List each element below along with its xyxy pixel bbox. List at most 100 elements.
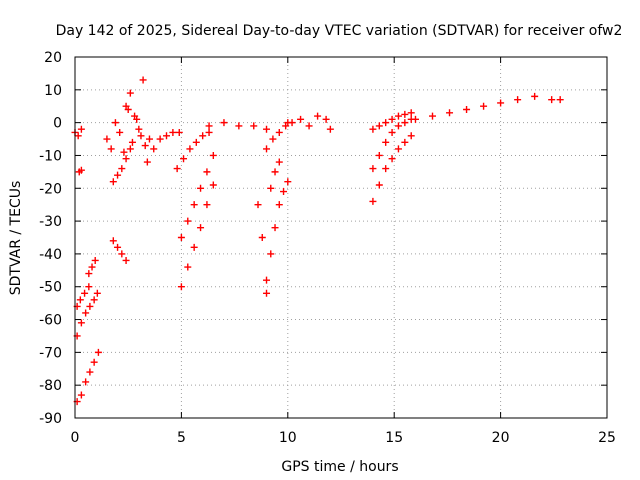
- data-point: [137, 132, 145, 140]
- series-arc-05: [73, 348, 102, 406]
- series-arc-16: [254, 158, 283, 284]
- data-point: [175, 128, 183, 136]
- data-point: [111, 119, 119, 127]
- data-point: [401, 119, 409, 127]
- data-point: [263, 145, 271, 153]
- y-tick-label: -70: [39, 345, 62, 361]
- data-point: [81, 289, 89, 297]
- data-point: [388, 128, 396, 136]
- data-point: [77, 391, 85, 399]
- x-tick-label: 10: [279, 430, 297, 446]
- data-point: [192, 138, 200, 146]
- data-point: [184, 263, 192, 271]
- data-point: [145, 135, 153, 143]
- x-tick-label: 20: [492, 430, 510, 446]
- data-point: [305, 122, 313, 130]
- data-point: [128, 138, 136, 146]
- data-point: [288, 119, 296, 127]
- data-point: [271, 168, 279, 176]
- data-point: [90, 296, 98, 304]
- data-point: [126, 145, 134, 153]
- data-point: [463, 106, 471, 114]
- data-point: [531, 92, 539, 100]
- data-points: [71, 76, 564, 406]
- x-tick-label: 25: [598, 430, 616, 446]
- x-tick-label: 0: [71, 430, 80, 446]
- data-point: [556, 96, 564, 104]
- data-point: [401, 138, 409, 146]
- data-point: [88, 263, 96, 271]
- axis-ticks: 0 5 10 15 20 25 -90 -80 -70 -60 -50 -40 -30 -20 -10 0 10…: [39, 50, 616, 446]
- data-point: [82, 309, 90, 317]
- data-point: [407, 132, 415, 140]
- data-point: [401, 110, 409, 118]
- data-point: [74, 132, 82, 140]
- data-point: [199, 132, 207, 140]
- data-point: [209, 151, 217, 159]
- y-tick-label: -50: [39, 280, 62, 296]
- data-point: [76, 296, 84, 304]
- data-point: [156, 135, 164, 143]
- data-point: [220, 119, 228, 127]
- data-point: [407, 109, 415, 117]
- data-point: [190, 243, 198, 251]
- y-tick-label: 0: [53, 116, 62, 132]
- data-point: [197, 224, 205, 232]
- data-point: [141, 142, 149, 150]
- y-tick-label: 20: [44, 50, 62, 66]
- data-point: [114, 171, 122, 179]
- data-point: [122, 155, 130, 163]
- data-point: [190, 201, 198, 209]
- series-arc-21: [369, 115, 415, 173]
- data-point: [143, 158, 151, 166]
- data-point: [369, 165, 377, 173]
- series-arc-17: [263, 178, 292, 297]
- series-arc-08: [109, 237, 130, 264]
- data-point: [118, 165, 126, 173]
- series-arc-15: [205, 119, 271, 133]
- series-arc-19: [288, 112, 334, 133]
- data-point: [180, 155, 188, 163]
- data-point: [394, 112, 402, 120]
- data-point: [235, 122, 243, 130]
- data-point: [250, 122, 258, 130]
- data-point: [275, 158, 283, 166]
- data-point: [267, 250, 275, 258]
- data-point: [203, 168, 211, 176]
- y-tick-label: -90: [39, 411, 62, 427]
- data-point: [369, 197, 377, 205]
- series-arc-20: [369, 132, 415, 205]
- data-point: [271, 224, 279, 232]
- data-point: [103, 135, 111, 143]
- y-tick-label: -10: [39, 148, 62, 164]
- data-point: [85, 283, 93, 291]
- data-point: [90, 358, 98, 366]
- chart-title: Day 142 of 2025, Sidereal Day-to-day VTE…: [56, 23, 623, 39]
- data-point: [173, 165, 181, 173]
- data-point: [254, 201, 262, 209]
- data-point: [263, 125, 271, 133]
- data-point: [314, 112, 322, 120]
- y-tick-label: -30: [39, 214, 62, 230]
- series-arc-23: [411, 92, 564, 123]
- data-point: [497, 99, 505, 107]
- data-point: [177, 283, 185, 291]
- data-point: [122, 102, 130, 110]
- x-axis-label: GPS time / hours: [281, 459, 398, 475]
- data-point: [163, 132, 171, 140]
- data-point: [126, 89, 134, 97]
- data-point: [116, 128, 124, 136]
- data-point: [375, 151, 383, 159]
- data-point: [109, 178, 117, 186]
- data-point: [548, 96, 556, 104]
- data-point: [411, 115, 419, 123]
- data-point: [85, 270, 93, 278]
- plot-frame: [74, 56, 608, 419]
- data-point: [267, 184, 275, 192]
- data-point: [205, 128, 213, 136]
- data-point: [150, 145, 158, 153]
- series-arc-11: [143, 128, 183, 166]
- data-point: [388, 115, 396, 123]
- data-point: [275, 128, 283, 136]
